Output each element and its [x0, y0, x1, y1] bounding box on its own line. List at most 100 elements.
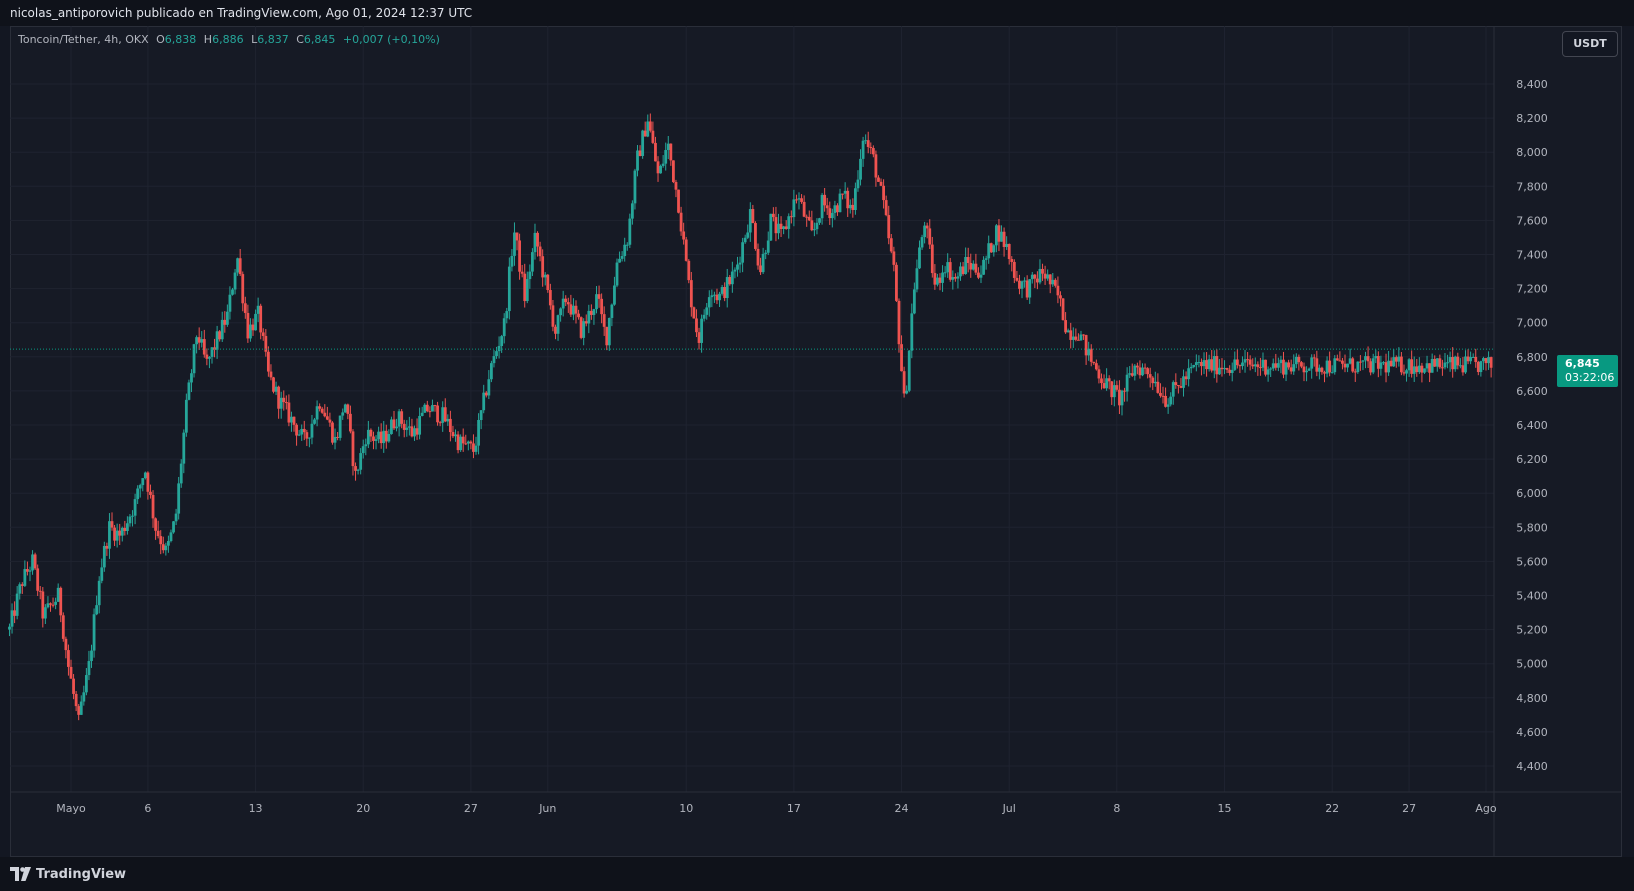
candle-body — [1146, 368, 1150, 375]
candle-body — [1458, 365, 1462, 367]
candle-body — [669, 143, 673, 161]
candle-body — [1328, 360, 1332, 373]
candle-body — [1402, 372, 1406, 374]
candle-body — [607, 317, 611, 346]
candle-body — [110, 521, 114, 528]
candle-body — [907, 350, 911, 391]
candle-body — [861, 140, 865, 159]
candle-body — [1000, 231, 1003, 242]
candle-body — [618, 258, 621, 263]
candle-body — [1374, 356, 1378, 359]
candle-body — [151, 494, 155, 519]
candle-body — [774, 217, 778, 234]
candle-body — [564, 298, 568, 303]
candle-body — [61, 615, 65, 639]
candle-body — [1200, 362, 1203, 367]
candle-body — [174, 513, 178, 522]
open-value: 6,838 — [164, 33, 197, 46]
y-tick-label: 7,400 — [1516, 249, 1548, 262]
candle-body — [141, 478, 145, 486]
candle-body — [1456, 356, 1460, 366]
candle-body — [1094, 363, 1098, 370]
candle-body — [943, 272, 947, 274]
candle-body — [953, 277, 957, 279]
candle-body — [167, 541, 170, 546]
candle-body — [843, 190, 847, 194]
candle-body — [969, 262, 973, 270]
candle-body — [605, 326, 609, 346]
candle-body — [646, 121, 650, 137]
candle-body — [874, 154, 878, 178]
candle-body — [187, 382, 191, 400]
candle-body — [400, 411, 404, 424]
candle-body — [692, 307, 696, 319]
y-tick-label: 7,600 — [1516, 214, 1548, 227]
candle-body — [771, 213, 775, 218]
candle-body — [1276, 363, 1280, 368]
candle-body — [256, 305, 260, 314]
candle-body — [138, 485, 142, 489]
chart-frame[interactable] — [10, 26, 1622, 857]
candle-body — [1176, 385, 1180, 387]
candle-body — [977, 272, 980, 278]
candle-body — [156, 530, 160, 537]
candle-body — [10, 610, 14, 627]
candle-body — [49, 603, 52, 605]
candle-body — [1379, 362, 1383, 369]
x-tick-label: 17 — [787, 802, 801, 815]
candle-body — [1092, 361, 1096, 364]
x-tick-label: 20 — [356, 802, 370, 815]
candle-body — [628, 218, 632, 245]
candle-body — [1036, 278, 1039, 283]
currency-button[interactable]: USDT — [1562, 31, 1618, 57]
candle-body — [1261, 359, 1265, 368]
candle-body — [715, 294, 719, 301]
candle-body — [1030, 274, 1034, 280]
candle-body — [869, 146, 873, 149]
publish-header: nicolas_antiporovich publicado en Tradin… — [0, 0, 1634, 26]
candle-body — [1407, 359, 1411, 371]
candle-body — [1479, 361, 1483, 373]
candle-body — [77, 706, 81, 715]
candle-body — [154, 518, 157, 531]
candle-body — [1005, 243, 1009, 247]
candle-body — [718, 293, 721, 301]
candle-body — [1474, 356, 1478, 363]
candle-body — [249, 324, 252, 339]
candle-body — [1212, 356, 1216, 371]
candle-body — [1471, 356, 1475, 358]
candle-body — [241, 274, 245, 304]
candle-body — [433, 405, 437, 407]
candle-body — [1174, 382, 1178, 386]
candle-body — [431, 405, 434, 412]
candle-body — [1292, 364, 1296, 372]
candle-body — [582, 321, 586, 338]
y-tick-label: 4,800 — [1516, 692, 1548, 705]
candle-body — [197, 337, 201, 343]
candle-body — [1171, 382, 1175, 397]
candle-body — [1338, 360, 1342, 362]
candle-body — [225, 311, 229, 325]
candle-body — [1207, 359, 1211, 370]
candle-body — [1243, 359, 1247, 363]
candle-body — [1430, 358, 1434, 373]
last-price-tag: 6,845 03:22:06 — [1557, 355, 1618, 387]
tradingview-logo[interactable]: TradingView — [10, 865, 126, 883]
tradingview-icon — [10, 867, 31, 881]
y-tick-label: 6,000 — [1516, 487, 1548, 500]
candle-body — [220, 319, 224, 340]
candle-body — [338, 415, 342, 438]
candle-body — [1310, 357, 1314, 369]
candle-body — [923, 225, 927, 238]
candle-body — [1443, 362, 1447, 368]
candle-body — [1202, 360, 1206, 367]
candle-body — [1215, 356, 1219, 375]
candle-body — [223, 319, 227, 325]
candle-body — [661, 163, 665, 166]
y-tick-label: 4,400 — [1516, 760, 1548, 773]
candle-body — [587, 310, 591, 324]
candle-body — [751, 209, 755, 224]
candle-body — [741, 242, 745, 263]
candle-body — [733, 269, 737, 272]
